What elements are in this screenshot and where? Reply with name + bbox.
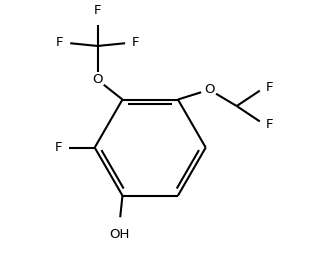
Text: F: F (265, 81, 273, 94)
Text: O: O (92, 73, 103, 87)
Text: F: F (55, 141, 62, 154)
Text: F: F (56, 36, 64, 49)
Text: F: F (94, 4, 101, 17)
Text: OH: OH (109, 228, 129, 241)
Text: F: F (265, 118, 273, 131)
Text: O: O (204, 83, 214, 96)
Text: F: F (132, 36, 139, 49)
